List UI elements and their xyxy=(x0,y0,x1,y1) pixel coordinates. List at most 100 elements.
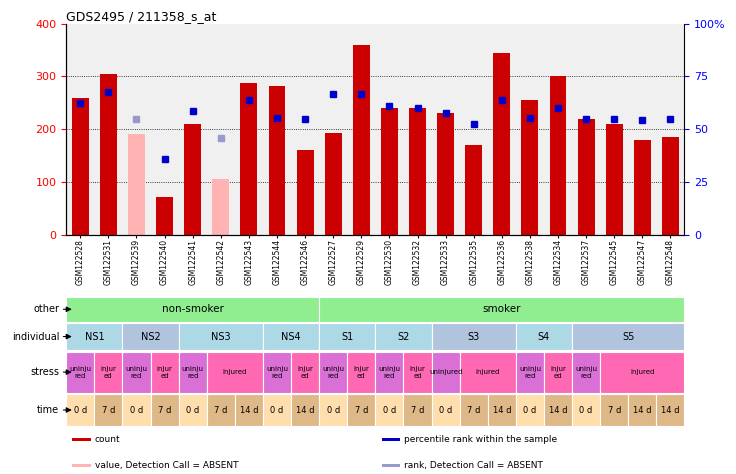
Bar xyxy=(66,394,94,426)
Text: other: other xyxy=(33,304,59,314)
Text: injur
ed: injur ed xyxy=(297,365,313,379)
Text: 7 d: 7 d xyxy=(607,406,621,414)
Bar xyxy=(578,118,595,235)
Bar xyxy=(465,145,482,235)
Bar xyxy=(550,76,567,235)
Bar xyxy=(207,394,235,426)
Text: injured: injured xyxy=(630,369,654,375)
Text: 7 d: 7 d xyxy=(411,406,424,414)
Text: NS4: NS4 xyxy=(281,331,301,342)
Bar xyxy=(325,133,342,235)
Text: non-smoker: non-smoker xyxy=(162,304,224,314)
Bar xyxy=(72,464,91,467)
Bar xyxy=(184,124,201,235)
Text: injur
ed: injur ed xyxy=(100,365,116,379)
Bar xyxy=(319,352,347,392)
Bar xyxy=(263,394,291,426)
Bar xyxy=(94,352,122,392)
Bar xyxy=(347,394,375,426)
Text: uninju
red: uninju red xyxy=(519,365,541,379)
Bar xyxy=(297,150,314,235)
Bar xyxy=(409,108,426,235)
Text: 7 d: 7 d xyxy=(214,406,227,414)
Text: NS1: NS1 xyxy=(85,331,105,342)
Bar xyxy=(600,352,684,392)
Bar xyxy=(522,100,538,235)
Text: 14 d: 14 d xyxy=(661,406,679,414)
Bar xyxy=(179,394,207,426)
Text: 0 d: 0 d xyxy=(327,406,340,414)
Bar xyxy=(544,394,572,426)
Bar xyxy=(151,352,179,392)
Bar xyxy=(128,135,145,235)
Bar xyxy=(291,394,319,426)
Text: individual: individual xyxy=(12,331,59,342)
Bar xyxy=(460,352,516,392)
Text: 0 d: 0 d xyxy=(523,406,537,414)
Text: 0 d: 0 d xyxy=(74,406,87,414)
Bar xyxy=(122,352,151,392)
Text: injur
ed: injur ed xyxy=(409,365,425,379)
Text: 0 d: 0 d xyxy=(383,406,396,414)
Text: 14 d: 14 d xyxy=(633,406,651,414)
Bar xyxy=(319,297,684,322)
Bar xyxy=(319,323,375,350)
Text: 0 d: 0 d xyxy=(130,406,143,414)
Text: 0 d: 0 d xyxy=(270,406,283,414)
Text: NS2: NS2 xyxy=(141,331,160,342)
Bar xyxy=(241,83,258,235)
Bar xyxy=(488,394,516,426)
Bar xyxy=(291,352,319,392)
Bar xyxy=(122,323,179,350)
Bar xyxy=(66,352,94,392)
Text: uninju
red: uninju red xyxy=(266,365,288,379)
Text: injured: injured xyxy=(475,369,500,375)
Text: stress: stress xyxy=(30,367,59,377)
Bar xyxy=(353,45,369,235)
Bar xyxy=(375,323,431,350)
Bar xyxy=(100,74,117,235)
Text: uninju
red: uninju red xyxy=(126,365,147,379)
Bar xyxy=(657,394,684,426)
Bar xyxy=(572,323,684,350)
Text: percentile rank within the sample: percentile rank within the sample xyxy=(404,436,557,444)
Text: 7 d: 7 d xyxy=(355,406,368,414)
Text: injur
ed: injur ed xyxy=(157,365,172,379)
Bar xyxy=(381,438,400,441)
Text: 7 d: 7 d xyxy=(102,406,115,414)
Bar xyxy=(460,394,488,426)
Text: smoker: smoker xyxy=(483,304,521,314)
Bar xyxy=(493,53,510,235)
Bar xyxy=(179,352,207,392)
Bar xyxy=(381,464,400,467)
Bar xyxy=(403,394,431,426)
Bar xyxy=(72,98,89,235)
Bar xyxy=(151,394,179,426)
Text: uninju
red: uninju red xyxy=(69,365,91,379)
Text: 0 d: 0 d xyxy=(439,406,452,414)
Text: 0 d: 0 d xyxy=(579,406,592,414)
Bar xyxy=(375,352,403,392)
Text: 14 d: 14 d xyxy=(240,406,258,414)
Text: 14 d: 14 d xyxy=(296,406,314,414)
Text: value, Detection Call = ABSENT: value, Detection Call = ABSENT xyxy=(95,461,238,470)
Text: uninju
red: uninju red xyxy=(378,365,400,379)
Text: 14 d: 14 d xyxy=(549,406,567,414)
Text: S3: S3 xyxy=(467,331,480,342)
Bar xyxy=(347,352,375,392)
Text: S1: S1 xyxy=(341,331,353,342)
Bar xyxy=(662,137,679,235)
Text: S2: S2 xyxy=(397,331,410,342)
Text: rank, Detection Call = ABSENT: rank, Detection Call = ABSENT xyxy=(404,461,542,470)
Text: GDS2495 / 211358_s_at: GDS2495 / 211358_s_at xyxy=(66,9,216,23)
Bar xyxy=(572,394,600,426)
Text: NS3: NS3 xyxy=(211,331,230,342)
Text: uninju
red: uninju red xyxy=(575,365,597,379)
Bar xyxy=(403,352,431,392)
Bar xyxy=(94,394,122,426)
Bar xyxy=(269,86,286,235)
Bar xyxy=(263,352,291,392)
Bar xyxy=(213,179,229,235)
Text: count: count xyxy=(95,436,120,444)
Bar xyxy=(431,352,460,392)
